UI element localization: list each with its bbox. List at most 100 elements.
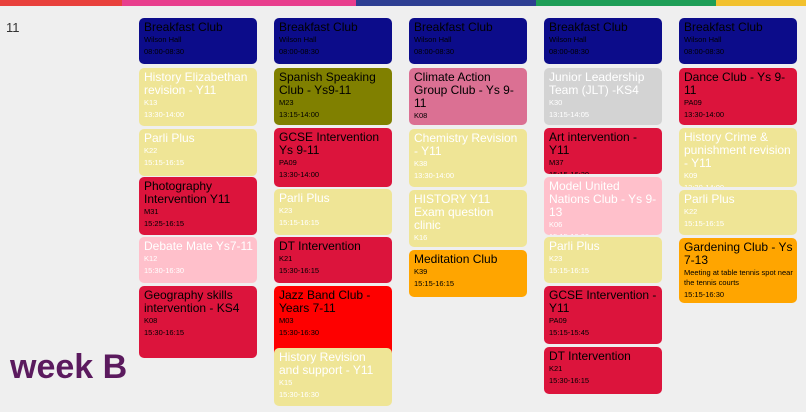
event-card[interactable]: GCSE Intervention Ys 9-11 PA09 13:30-14:00 <box>274 128 392 187</box>
event-room: K06 <box>549 220 563 229</box>
week-label: week B <box>10 348 128 386</box>
event-time: 13:30-14:00 <box>414 171 455 180</box>
event-card[interactable]: Breakfast Club Wilson Hall 08:00-08:30 <box>544 18 662 64</box>
event-title: Parli Plus <box>684 192 735 206</box>
event-title: Breakfast Club <box>279 20 358 34</box>
event-room: K30 <box>549 98 563 107</box>
event-title: Breakfast Club <box>684 20 763 34</box>
day-number: 11 <box>6 20 20 35</box>
event-card[interactable]: History Crime & punishment revision - Y1… <box>679 128 797 187</box>
event-card[interactable]: Parli Plus K23 15:15-16:15 <box>274 189 392 235</box>
event-time: 13:30-14:00 <box>684 183 793 187</box>
event-card[interactable]: Geography skills intervention - KS4 K08 15… <box>139 286 257 358</box>
event-card[interactable]: Photography Intervention Y11 M31 15:25-16:… <box>139 177 257 235</box>
color-segment <box>536 0 716 6</box>
event-title: Meditation Club <box>414 252 498 266</box>
event-time: 15:30-16:15 <box>279 266 320 275</box>
event-title: Art intervention - Y11 <box>549 130 638 157</box>
event-time: 08:00-08:30 <box>684 47 725 56</box>
event-room: K08 <box>144 316 158 325</box>
event-title: GCSE Intervention Ys 9-11 <box>279 130 380 157</box>
event-title: Parli Plus <box>549 239 600 253</box>
event-time: 15:15-16:15 <box>414 279 455 288</box>
event-room: K23 <box>279 206 293 215</box>
event-time: 15:15-16:15 <box>279 218 320 227</box>
event-card[interactable]: Jazz Band Club - Years 7-11 M03 15:30-16:3… <box>274 286 392 358</box>
event-card[interactable]: Spanish Speaking Club - Ys9-11 M23 13:15-1… <box>274 68 392 125</box>
event-title: History Elizabethan revision - Y11 <box>144 70 248 97</box>
event-time: 13:30-14:00 <box>279 170 320 179</box>
event-room: K39 <box>414 267 428 276</box>
event-card[interactable]: Breakfast Club Wilson Hall 08:00-08:30 <box>139 18 257 64</box>
event-card[interactable]: History Revision and support - Y11 K15 15:… <box>274 348 392 406</box>
event-time: 15:30-16:15 <box>549 376 590 385</box>
event-card[interactable]: DT Intervention K21 15:30-16:15 <box>274 237 392 283</box>
event-title: DT Intervention <box>279 239 361 253</box>
event-title: Chemistry Revision - Y11 <box>414 131 518 158</box>
event-time: 15:15-16:30 <box>684 290 725 299</box>
event-time: 15:15-15:45 <box>549 328 590 337</box>
event-room: PA09 <box>279 158 297 167</box>
event-room: K38 <box>414 159 428 168</box>
event-card[interactable]: Gardening Club - Ys 7-13 Meeting at table… <box>679 238 797 303</box>
top-color-bar <box>0 0 806 6</box>
color-segment <box>122 0 356 6</box>
event-title: Geography skills intervention - KS4 <box>144 288 240 315</box>
event-title: Breakfast Club <box>144 20 223 34</box>
event-time: 13:30-14:00 <box>144 110 185 119</box>
event-time: 15:30-16:30 <box>144 266 185 275</box>
event-title: Breakfast Club <box>549 20 628 34</box>
event-card[interactable]: Dance Club - Ys 9-11 PA09 13:30-14:00 <box>679 68 797 125</box>
event-room: M37 <box>549 158 564 167</box>
event-title: Photography Intervention Y11 <box>144 179 231 206</box>
color-segment <box>356 0 536 6</box>
event-room: Wilson Hall <box>279 35 317 44</box>
event-card[interactable]: Parli Plus K23 15:15-16:15 <box>544 237 662 283</box>
event-room: K13 <box>144 98 158 107</box>
event-time: 15:30-16:15 <box>144 328 185 337</box>
event-room: K16 <box>414 233 428 242</box>
event-room: Wilson Hall <box>684 35 722 44</box>
event-room: M31 <box>144 207 159 216</box>
event-card[interactable]: Breakfast Club Wilson Hall 08:00-08:30 <box>679 18 797 64</box>
event-room: Wilson Hall <box>414 35 452 44</box>
event-time: 08:00-08:30 <box>279 47 320 56</box>
event-card[interactable]: Parli Plus K22 15:15-16:15 <box>139 129 257 176</box>
event-time: 15:15-16:15 <box>144 158 185 167</box>
event-title: HISTORY Y11 Exam question clinic <box>414 192 494 232</box>
event-title: Breakfast Club <box>414 20 493 34</box>
event-card[interactable]: Junior Leadership Team (JLT) -KS4 K30 13:1… <box>544 68 662 125</box>
event-room: M23 <box>279 98 294 107</box>
event-time: 13:15-14:00 <box>414 123 523 125</box>
event-card[interactable]: History Elizabethan revision - Y11 K13 13:… <box>139 68 257 126</box>
event-title: DT Intervention <box>549 349 631 363</box>
event-time: 15:25-16:15 <box>144 219 185 228</box>
event-room: K21 <box>549 364 563 373</box>
event-title: Parli Plus <box>144 131 195 145</box>
event-card[interactable]: GCSE Intervention - Y11 PA09 15:15-15:45 <box>544 286 662 344</box>
event-title: GCSE Intervention - Y11 <box>549 288 657 315</box>
event-time: 15:30-16:30 <box>279 328 320 337</box>
event-time: 13:30-14:00 <box>414 245 523 247</box>
event-room: M03 <box>279 316 294 325</box>
event-card[interactable]: Chemistry Revision - Y11 K38 13:30-14:00 <box>409 129 527 187</box>
event-card[interactable]: Breakfast Club Wilson Hall 08:00-08:30 <box>409 18 527 64</box>
event-title: History Crime & punishment revision - Y1… <box>684 130 791 170</box>
event-time: 15:15-16:30 <box>549 170 658 174</box>
event-title: Parli Plus <box>279 191 330 205</box>
event-card[interactable]: Parli Plus K22 15:15-16:15 <box>679 190 797 235</box>
event-time: 15:15-16:00 <box>549 232 658 235</box>
color-segment <box>716 0 806 6</box>
event-time: 15:30-16:30 <box>279 390 320 399</box>
event-card[interactable]: DT Intervention K21 15:30-16:15 <box>544 347 662 394</box>
event-title: Debate Mate Ys7-11 <box>144 239 253 253</box>
event-card[interactable]: Breakfast Club Wilson Hall 08:00-08:30 <box>274 18 392 64</box>
event-room: K22 <box>684 207 698 216</box>
event-card[interactable]: Debate Mate Ys7-11 K12 15:30-16:30 <box>139 237 257 283</box>
event-room: K08 <box>414 111 428 120</box>
event-card[interactable]: Meditation Club K39 15:15-16:15 <box>409 250 527 297</box>
